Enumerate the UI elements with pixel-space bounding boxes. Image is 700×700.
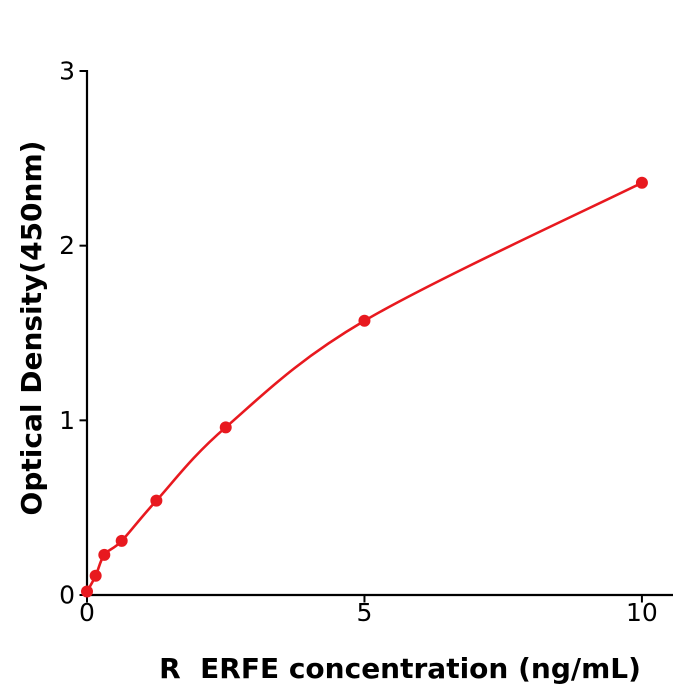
data-point-marker bbox=[81, 585, 93, 598]
y-tick-label: 1 bbox=[59, 406, 75, 435]
y-tick-label: 0 bbox=[59, 581, 75, 610]
data-point-marker bbox=[635, 176, 648, 189]
data-point-marker bbox=[89, 569, 102, 582]
data-point-marker bbox=[219, 421, 232, 434]
x-axis-title: R ERFE concentration (ng/mL) bbox=[159, 652, 641, 685]
data-point-marker bbox=[115, 534, 128, 547]
data-point-marker bbox=[98, 548, 111, 561]
data-point-marker bbox=[150, 494, 163, 507]
x-tick-label: 0 bbox=[79, 598, 95, 627]
plot-layer: 0 5 10 0 1 2 3 bbox=[59, 57, 673, 627]
y-tick-label: 2 bbox=[59, 231, 75, 260]
data-point-marker bbox=[358, 314, 371, 327]
y-tick-label: 3 bbox=[59, 57, 75, 86]
standard-curve-line bbox=[85, 181, 644, 593]
y-axis-title: Optical Density(450nm) bbox=[15, 141, 48, 516]
x-tick-label: 5 bbox=[357, 598, 373, 627]
x-tick-label: 10 bbox=[626, 598, 658, 627]
